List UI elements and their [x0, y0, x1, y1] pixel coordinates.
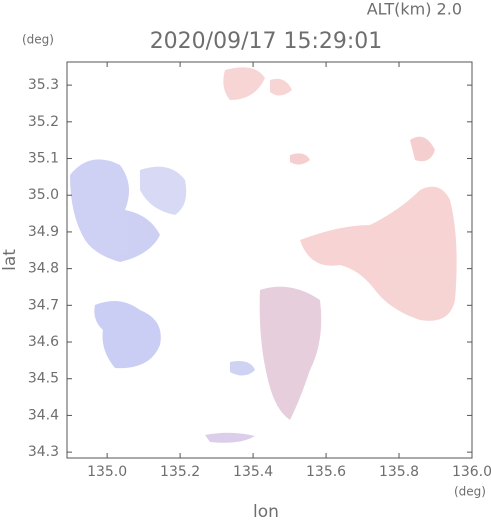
echo-field	[70, 67, 457, 443]
x-tick-label: 135.4	[233, 464, 273, 480]
x-tick-label: 135.0	[87, 464, 127, 480]
x-unit: (deg)	[454, 485, 486, 499]
x-axis-label: lon	[253, 502, 279, 521]
y-tick-label: 35.2	[28, 114, 59, 130]
y-tick-label: 35.3	[28, 77, 59, 93]
x-tick-label: 135.6	[306, 464, 346, 480]
plot-frame	[66, 61, 473, 459]
y-tick-label: 34.4	[28, 407, 59, 423]
y-tick-label: 34.7	[28, 297, 59, 313]
y-unit: (deg)	[22, 33, 54, 47]
y-tick-label: 34.6	[28, 334, 59, 350]
x-tick-label: 136.0	[452, 464, 491, 480]
x-tick-label: 135.2	[160, 464, 200, 480]
y-tick-label: 34.8	[28, 261, 59, 277]
y-tick-label: 34.9	[28, 224, 59, 240]
y-tick-label: 35.0	[28, 187, 59, 203]
altitude-label: ALT(km) 2.0	[367, 0, 462, 19]
y-tick-label: 34.3	[28, 444, 59, 460]
x-tick-label: 135.8	[379, 464, 419, 480]
y-axis-label: lat	[0, 249, 20, 271]
chart-title: 2020/09/17 15:29:01	[150, 29, 383, 54]
y-tick-label: 34.5	[28, 371, 59, 387]
y-tick-label: 35.1	[28, 151, 59, 167]
